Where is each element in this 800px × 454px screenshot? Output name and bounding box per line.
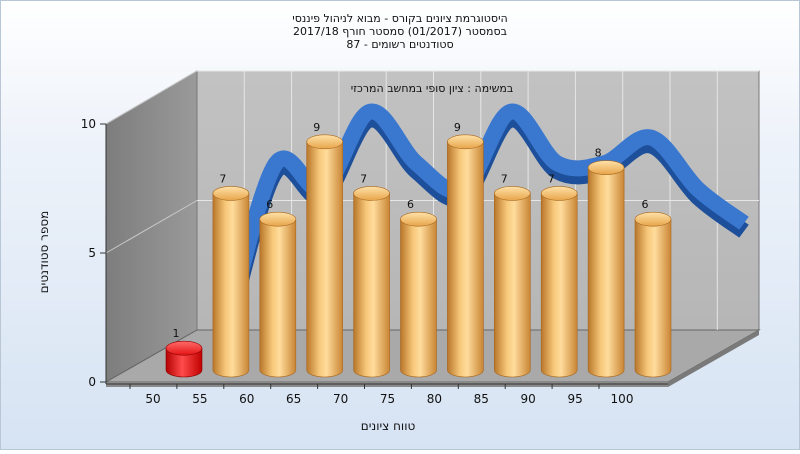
data-label: 9 (454, 121, 461, 134)
x-tick-label: 85 (474, 392, 489, 406)
bar-body (494, 193, 531, 378)
x-tick-label: 80 (427, 392, 442, 406)
bar-top (212, 186, 250, 201)
bar-75 (400, 211, 437, 378)
bar-60 (259, 211, 297, 378)
bar-top (587, 160, 625, 175)
bar-body (400, 218, 437, 378)
bar-body (306, 141, 343, 378)
x-tick-label: 55 (192, 392, 207, 406)
bar-body (259, 218, 297, 378)
floor-right-edge (668, 330, 759, 387)
data-label: 7 (501, 172, 508, 185)
bar-55 (212, 186, 250, 378)
chart-title-line-3: סטודנטים רשומים - 87 (346, 38, 453, 51)
chart-title-line-2: בסמסטר (01/2017) סמסטר חורף 2017/18 (293, 25, 507, 38)
bar-100 (634, 211, 672, 378)
bar-70 (353, 186, 390, 378)
bar-50 (165, 340, 203, 378)
bar-top (259, 211, 297, 227)
bar-body (447, 141, 484, 378)
bar-top (447, 134, 484, 150)
grid-line-side (105, 70, 198, 125)
axes: 0 5 10 50 55 60 65 70 75 80 85 90 95 100 (81, 117, 668, 406)
x-tick-label: 100 (611, 392, 634, 406)
data-label: 7 (219, 172, 226, 185)
bar-top (306, 134, 344, 150)
chart-title-line-1: היסטוגרמת ציונים בקורס - מבוא לניהול פינ… (292, 12, 507, 25)
bar-top (400, 211, 437, 227)
bar-95 (587, 160, 625, 378)
bar-top (353, 186, 390, 201)
data-label: 6 (266, 198, 273, 211)
data-label: 6 (407, 198, 414, 211)
bars (165, 134, 672, 378)
x-tick-label: 95 (567, 392, 582, 406)
bar-85 (493, 186, 531, 378)
bar-90 (540, 186, 578, 378)
x-tick-label: 90 (521, 392, 536, 406)
bar-body (165, 347, 203, 378)
bar-top (634, 211, 672, 227)
data-label: 7 (548, 172, 555, 185)
data-label: 9 (313, 121, 320, 134)
bar-65 (306, 134, 344, 378)
bar-body (540, 193, 578, 378)
data-label: 8 (595, 147, 602, 160)
bar-top (540, 186, 578, 201)
bar-80 (447, 134, 484, 378)
bar-body (212, 193, 250, 378)
x-tick-label: 70 (333, 392, 348, 406)
data-label: 7 (360, 172, 367, 185)
x-axis-title: טווח ציונים (361, 419, 416, 433)
y-axis-title: מספר סטודנטים (37, 211, 51, 294)
y-tick-label: 0 (88, 375, 96, 389)
x-tick-label: 75 (380, 392, 395, 406)
y-tick-label: 5 (88, 246, 96, 260)
data-labels: 1 7 6 9 7 6 9 7 7 8 6 (173, 121, 649, 340)
x-tick-label: 60 (239, 392, 254, 406)
bar-top (493, 186, 531, 201)
chart-annotation: במשימה : ציון סופי במחשב המרכזי (351, 82, 514, 95)
bar-body (353, 193, 390, 378)
y-tick-label: 10 (81, 117, 96, 131)
bar-body (634, 218, 672, 378)
bar-top (165, 340, 203, 356)
data-label: 6 (642, 198, 649, 211)
data-label: 1 (173, 327, 180, 340)
grid-line-side (105, 200, 198, 254)
bar-body (587, 167, 625, 378)
x-tick-label: 65 (286, 392, 301, 406)
x-tick-label: 50 (145, 392, 160, 406)
